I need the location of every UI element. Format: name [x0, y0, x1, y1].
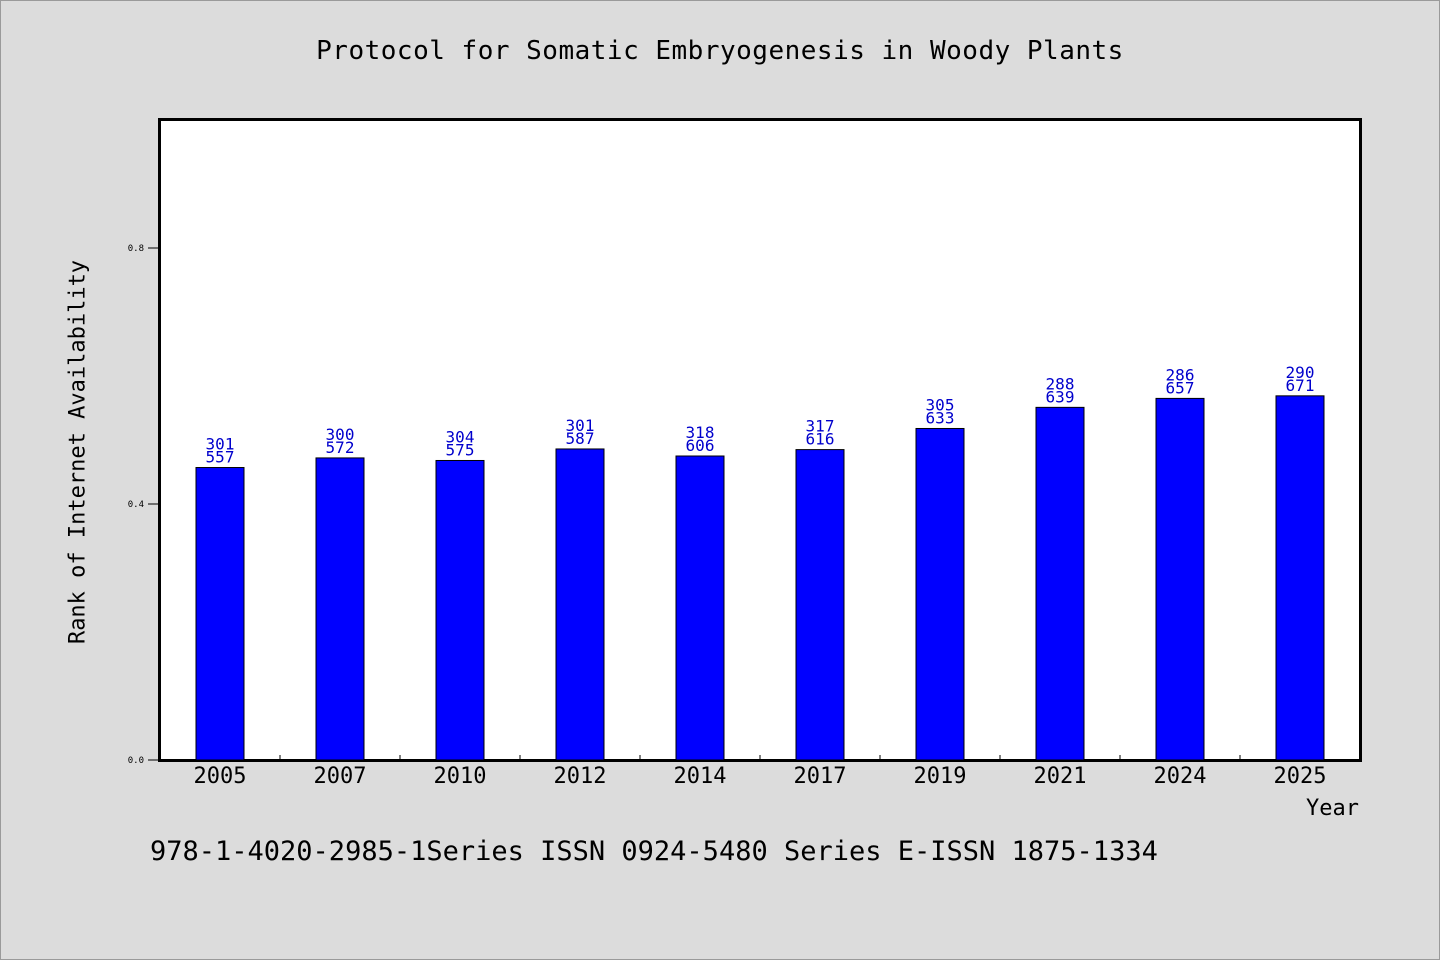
y-tick-label: 0.0 [128, 756, 144, 766]
bar-label-bottom: 639 [1046, 387, 1075, 406]
bar-label-top: 301 [206, 435, 235, 454]
bar [1035, 406, 1085, 761]
bar-label-bottom: 633 [926, 408, 955, 427]
x-tick-label: 2007 [314, 764, 367, 789]
y-axis-label: Rank of Internet Availability [65, 259, 91, 645]
bar [315, 457, 365, 761]
x-tick-label: 2010 [434, 764, 487, 789]
y-tick-label: 0.4 [128, 500, 144, 510]
x-tick-label: 2017 [794, 764, 847, 789]
bar-label-bottom: 575 [446, 440, 475, 459]
bar-label-bottom: 616 [806, 430, 835, 449]
bar [675, 455, 725, 761]
bar-label-top: 318 [686, 423, 715, 442]
x-tick-label: 2021 [1034, 764, 1087, 789]
bar-label-bottom: 572 [326, 438, 355, 457]
x-tick-label: 2005 [194, 764, 247, 789]
x-tick-label: 2025 [1274, 764, 1327, 789]
bar-label-top: 305 [926, 395, 955, 414]
bar-label-bottom: 671 [1286, 376, 1315, 395]
bar-label-top: 288 [1046, 374, 1075, 393]
bar [555, 448, 605, 761]
bar-label-top: 304 [446, 427, 475, 446]
bar [195, 467, 245, 761]
bar [915, 427, 965, 761]
bar [1275, 395, 1325, 761]
bar-label-top: 317 [806, 417, 835, 436]
bar-label-top: 290 [1286, 363, 1315, 382]
y-tick-label: 0.8 [128, 244, 144, 254]
x-tick-label: 2014 [674, 764, 727, 789]
bar-label-top: 301 [566, 416, 595, 435]
bar [1155, 397, 1205, 761]
bar-label-bottom: 606 [686, 436, 715, 455]
x-axis-label: Year [1306, 796, 1359, 821]
footer-note: 978-1-4020-2985-1Series ISSN 0924-5480 S… [150, 836, 1158, 867]
bar-label-bottom: 587 [566, 429, 595, 448]
bar-label-top: 286 [1166, 365, 1195, 384]
bar [795, 449, 845, 761]
x-tick-label: 2024 [1154, 764, 1207, 789]
x-tick-label: 2019 [914, 764, 967, 789]
chart-title: Protocol for Somatic Embryogenesis in Wo… [316, 36, 1124, 66]
bar-label-bottom: 557 [206, 448, 235, 467]
bar-label-bottom: 657 [1166, 378, 1195, 397]
bar-label-top: 300 [326, 425, 355, 444]
x-tick-label: 2012 [554, 764, 607, 789]
bar [435, 459, 485, 761]
